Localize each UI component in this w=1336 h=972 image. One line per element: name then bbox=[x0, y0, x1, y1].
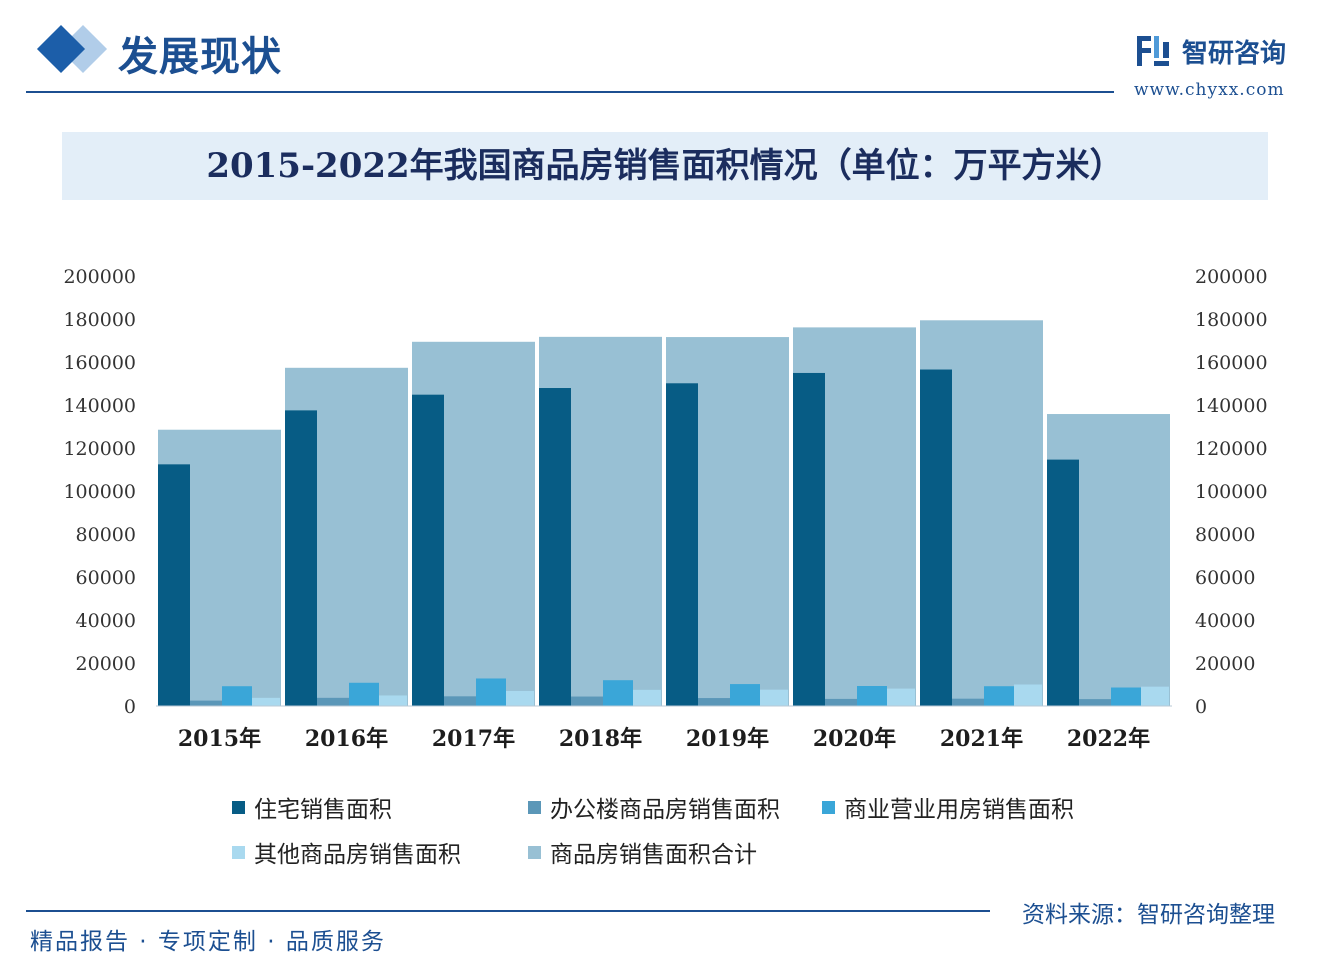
x-tick-label: 2022年 bbox=[1067, 726, 1150, 752]
legend-label-total: 商品房销售面积合计 bbox=[550, 842, 757, 868]
legend-label-residential: 住宅销售面积 bbox=[254, 797, 392, 823]
y-tick-label-left: 140000 bbox=[63, 395, 136, 417]
y-tick-label-right: 40000 bbox=[1195, 610, 1255, 632]
bar-commercial bbox=[857, 686, 887, 706]
y-tick-label-right: 60000 bbox=[1195, 567, 1255, 589]
bar-other bbox=[379, 695, 407, 706]
legend-swatch-residential bbox=[232, 800, 245, 814]
x-tick-label: 2017年 bbox=[432, 726, 515, 752]
section-title: 发展现状 bbox=[118, 33, 282, 80]
legend-swatch-total bbox=[528, 845, 541, 859]
bar-commercial bbox=[349, 682, 379, 706]
legend-item-other: 其他商品房销售面积 bbox=[232, 835, 461, 869]
bar-residential bbox=[666, 383, 698, 706]
bar-office bbox=[1079, 699, 1111, 706]
bar-residential bbox=[539, 388, 571, 706]
bar-office bbox=[571, 696, 603, 706]
y-tick-label-right: 20000 bbox=[1195, 653, 1255, 675]
footer-divider bbox=[26, 910, 990, 912]
legend-item-total: 商品房销售面积合计 bbox=[528, 835, 757, 869]
y-tick-label-right: 0 bbox=[1195, 696, 1207, 718]
y-tick-label-left: 100000 bbox=[63, 481, 136, 503]
y-tick-label-right: 160000 bbox=[1195, 352, 1268, 374]
chart-title: 2015-2022年我国商品房销售面积情况（单位：万平方米） bbox=[206, 146, 1124, 186]
bar-other bbox=[506, 690, 534, 706]
y-tick-label-right: 80000 bbox=[1195, 524, 1255, 546]
x-tick-label: 2016年 bbox=[305, 726, 388, 752]
legend-swatch-commercial bbox=[822, 800, 835, 814]
x-tick-label: 2018年 bbox=[559, 726, 642, 752]
y-tick-label-right: 200000 bbox=[1195, 266, 1268, 288]
bar-other bbox=[633, 689, 661, 706]
x-tick-label: 2019年 bbox=[686, 726, 769, 752]
bar-residential bbox=[158, 464, 190, 706]
bar-other bbox=[887, 688, 915, 706]
bar-office bbox=[317, 697, 349, 706]
bar-commercial bbox=[222, 686, 252, 706]
bar-chart: 0 0 20000 20000 40000 40000 60000 60000 80000 800… bbox=[63, 266, 1268, 752]
legend-item-office: 办公楼商品房销售面积 bbox=[528, 790, 780, 824]
brand-logo-icon bbox=[1137, 36, 1169, 66]
bar-office bbox=[190, 700, 222, 706]
y-tick-label-left: 120000 bbox=[63, 438, 136, 460]
x-tick-label: 2015年 bbox=[178, 726, 261, 752]
legend-label-other: 其他商品房销售面积 bbox=[254, 842, 461, 868]
x-tick-label: 2021年 bbox=[940, 726, 1023, 752]
bar-residential bbox=[920, 369, 952, 706]
bar-other bbox=[1014, 684, 1042, 706]
y-tick-label-right: 100000 bbox=[1195, 481, 1268, 503]
bar-other bbox=[760, 689, 788, 706]
bar-office bbox=[444, 696, 476, 706]
legend-label-commercial: 商业营业用房销售面积 bbox=[844, 797, 1074, 823]
y-tick-label-left: 60000 bbox=[76, 567, 136, 589]
y-tick-label-left: 160000 bbox=[63, 352, 136, 374]
legend-item-residential: 住宅销售面积 bbox=[232, 790, 392, 824]
y-tick-label-left: 40000 bbox=[76, 610, 136, 632]
y-tick-label-right: 120000 bbox=[1195, 438, 1268, 460]
header-divider bbox=[26, 91, 1114, 93]
bar-office bbox=[698, 698, 730, 706]
y-tick-label-left: 180000 bbox=[63, 309, 136, 331]
footer-slogan: 精品报告 · 专项定制 · 品质服务 bbox=[30, 929, 386, 955]
bar-commercial bbox=[1111, 687, 1141, 706]
bar-other bbox=[1141, 686, 1169, 706]
bar-commercial bbox=[730, 684, 760, 706]
y-tick-label-left: 0 bbox=[124, 696, 136, 718]
bar-residential bbox=[285, 410, 317, 706]
legend-item-commercial: 商业营业用房销售面积 bbox=[822, 790, 1074, 824]
bar-other bbox=[252, 697, 280, 706]
brand-url: www.chyxx.com bbox=[1134, 80, 1285, 100]
legend-swatch-office bbox=[528, 800, 541, 814]
bar-commercial bbox=[603, 680, 633, 706]
x-tick-label: 2020年 bbox=[813, 726, 896, 752]
y-tick-label-left: 20000 bbox=[76, 653, 136, 675]
legend-label-office: 办公楼商品房销售面积 bbox=[550, 797, 780, 823]
bar-office bbox=[825, 698, 857, 706]
bar-residential bbox=[1047, 459, 1079, 706]
bar-residential bbox=[793, 372, 825, 706]
y-tick-label-right: 140000 bbox=[1195, 395, 1268, 417]
bar-residential bbox=[412, 394, 444, 706]
bar-commercial bbox=[476, 678, 506, 706]
y-tick-label-right: 180000 bbox=[1195, 309, 1268, 331]
source-note: 资料来源：智研咨询整理 bbox=[1022, 902, 1275, 928]
chart-title-banner bbox=[62, 132, 1268, 200]
bar-commercial bbox=[984, 686, 1014, 706]
brand-name: 智研咨询 bbox=[1182, 39, 1287, 69]
y-tick-label-left: 80000 bbox=[76, 524, 136, 546]
y-tick-label-left: 200000 bbox=[63, 266, 136, 288]
bar-office bbox=[952, 698, 984, 706]
legend-swatch-other bbox=[232, 845, 245, 859]
